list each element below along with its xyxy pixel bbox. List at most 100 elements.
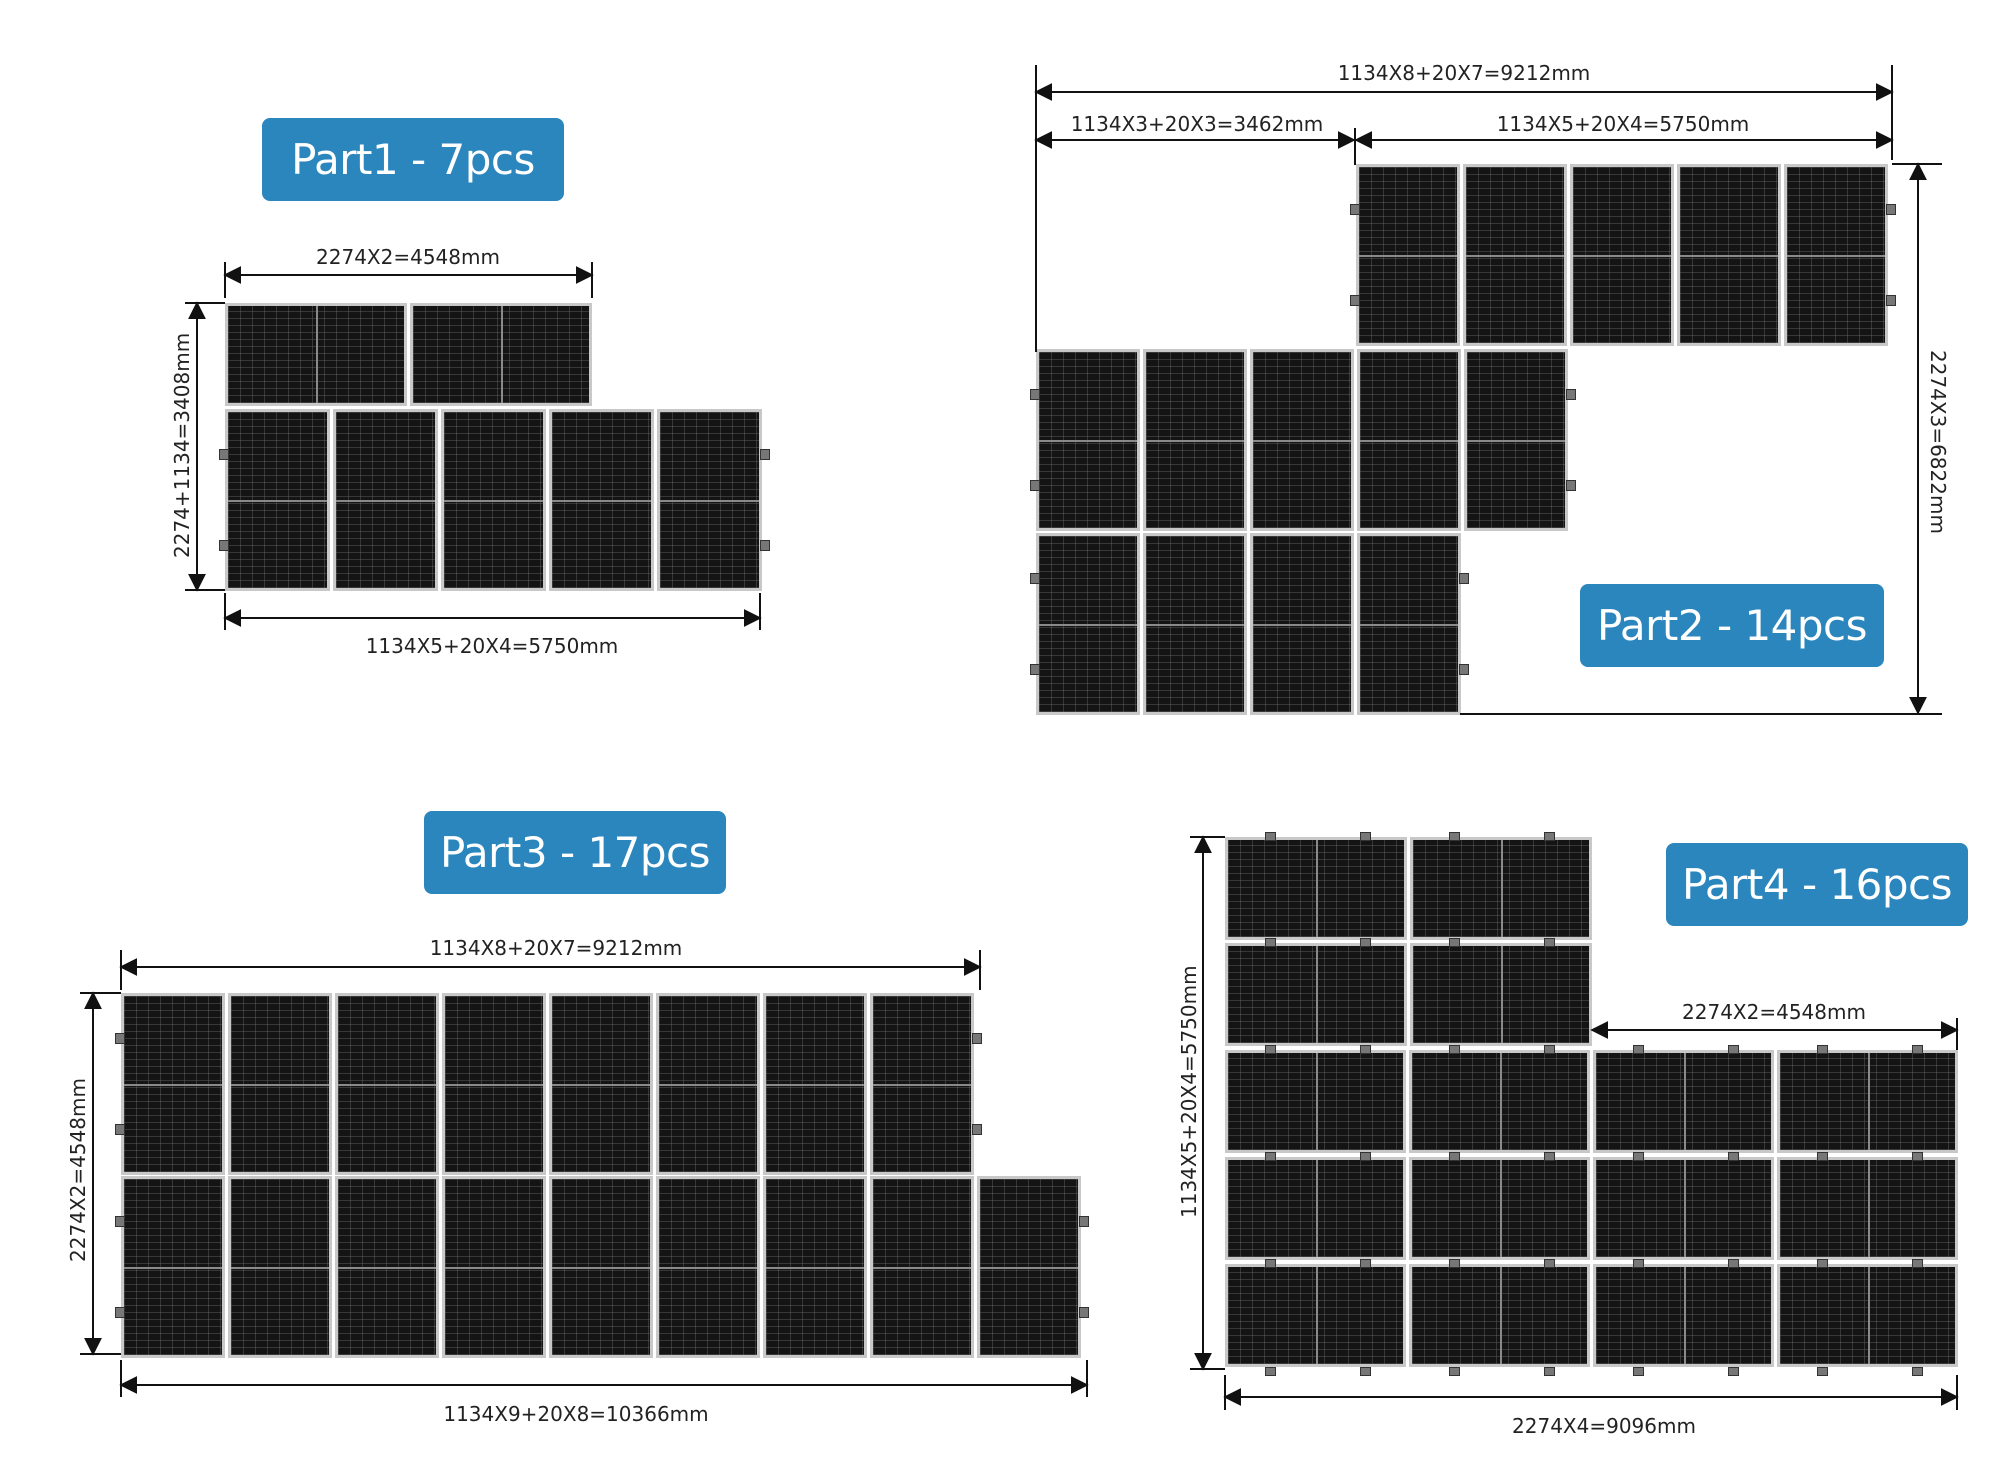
part2-solar-panel [1357,349,1461,531]
part1-solar-panel [657,409,762,591]
mounting-clip [1360,1152,1371,1161]
part4-mid-dimension: 2274X2=4548mm [1682,1000,1866,1024]
part2-badge: Part2 - 14pcs [1580,584,1884,667]
mounting-clip [1449,1367,1460,1376]
part4-solar-panel [1409,1050,1590,1153]
part4-solar-panel [1593,1264,1774,1367]
mounting-clip [1912,1045,1923,1054]
part3-solar-panel [442,1176,546,1358]
mounting-clip [1265,938,1276,947]
mounting-clip [1449,1152,1460,1161]
part3-solar-panel [121,1176,225,1358]
mounting-clip [1030,480,1040,492]
part3-solar-panel [763,1176,867,1358]
mounting-clip [1886,204,1896,216]
mounting-clip [1544,1045,1555,1054]
part4-solar-panel [1593,1157,1774,1260]
mounting-clip [1912,1259,1923,1268]
part4-left-dimension: 1134X5+20X4=5750mm [1177,965,1201,1218]
part2-solar-panel [1677,164,1781,346]
part4-solar-panel [1410,837,1592,940]
mounting-clip [1912,1152,1923,1161]
mounting-clip [760,449,770,461]
mounting-clip [1360,1045,1371,1054]
mounting-clip [1459,664,1469,676]
part3-solar-panel [763,993,867,1175]
mounting-clip [972,1033,982,1045]
part4-solar-panel [1409,1264,1590,1367]
part1-solar-panel [410,303,592,406]
mounting-clip [1265,1152,1276,1161]
part3-left-dimension: 2274X2=4548mm [66,1078,90,1262]
mounting-clip [1079,1216,1089,1228]
part4-solar-panel [1225,1264,1406,1367]
part3-title: Part3 - 17pcs [439,828,711,877]
part3-solar-panel [870,1176,974,1358]
part2-right-dimension: 1134X5+20X4=5750mm [1496,112,1750,136]
part3-solar-panel [335,993,439,1175]
mounting-clip [1459,573,1469,585]
part3-solar-panel [656,1176,760,1358]
part4-solar-panel [1225,1050,1406,1153]
mounting-clip [1912,1367,1923,1376]
mounting-clip [1449,1259,1460,1268]
mounting-clip [1449,938,1460,947]
part2-total-dimension: 1134X8+20X7=9212mm [1337,61,1591,85]
mounting-clip [219,449,229,461]
part3-solar-panel [870,993,974,1175]
mounting-clip [1360,938,1371,947]
part3-solar-panel [335,1176,439,1358]
mounting-clip [1079,1307,1089,1319]
part1-solar-panel [549,409,654,591]
part2-title: Part2 - 14pcs [1596,601,1868,650]
mounting-clip [1350,295,1360,307]
mounting-clip [1817,1367,1828,1376]
mounting-clip [1817,1152,1828,1161]
mounting-clip [1360,832,1371,841]
mounting-clip [1449,832,1460,841]
mounting-clip [1566,389,1576,401]
mounting-clip [1817,1045,1828,1054]
part2-solar-panel [1250,349,1354,531]
mounting-clip [1633,1367,1644,1376]
part4-solar-panel [1593,1050,1774,1153]
mounting-clip [1449,1045,1460,1054]
part4-solar-panel [1777,1157,1958,1260]
part2-solar-panel [1036,533,1140,715]
mounting-clip [219,540,229,552]
part2-solar-panel [1356,164,1460,346]
mounting-clip [115,1033,125,1045]
mounting-clip [760,540,770,552]
part4-solar-panel [1225,943,1407,1046]
part4-solar-panel [1777,1050,1958,1153]
part2-solar-panel [1143,349,1247,531]
mounting-clip [1728,1045,1739,1054]
mounting-clip [1265,1367,1276,1376]
mounting-clip [1265,832,1276,841]
mounting-clip [1360,1367,1371,1376]
mounting-clip [1030,573,1040,585]
part2-solar-panel [1464,349,1568,531]
part4-title: Part4 - 16pcs [1681,860,1953,909]
mounting-clip [1728,1259,1739,1268]
part1-title: Part1 - 7pcs [291,135,535,184]
mounting-clip [1265,1045,1276,1054]
part3-solar-panel [656,993,760,1175]
part4-solar-panel [1225,837,1407,940]
part3-solar-panel [549,1176,653,1358]
mounting-clip [1633,1259,1644,1268]
part1-solar-panel [333,409,438,591]
part4-badge: Part4 - 16pcs [1666,843,1968,926]
part3-solar-panel [228,993,332,1175]
mounting-clip [1030,389,1040,401]
part1-top-dimension: 2274X2=4548mm [316,245,500,269]
part4-solar-panel [1225,1157,1406,1260]
mounting-clip [1544,1152,1555,1161]
mounting-clip [1030,664,1040,676]
part3-solar-panel [442,993,546,1175]
part1-solar-panel [225,409,330,591]
mounting-clip [1544,832,1555,841]
part4-solar-panel [1777,1264,1958,1367]
mounting-clip [1566,480,1576,492]
